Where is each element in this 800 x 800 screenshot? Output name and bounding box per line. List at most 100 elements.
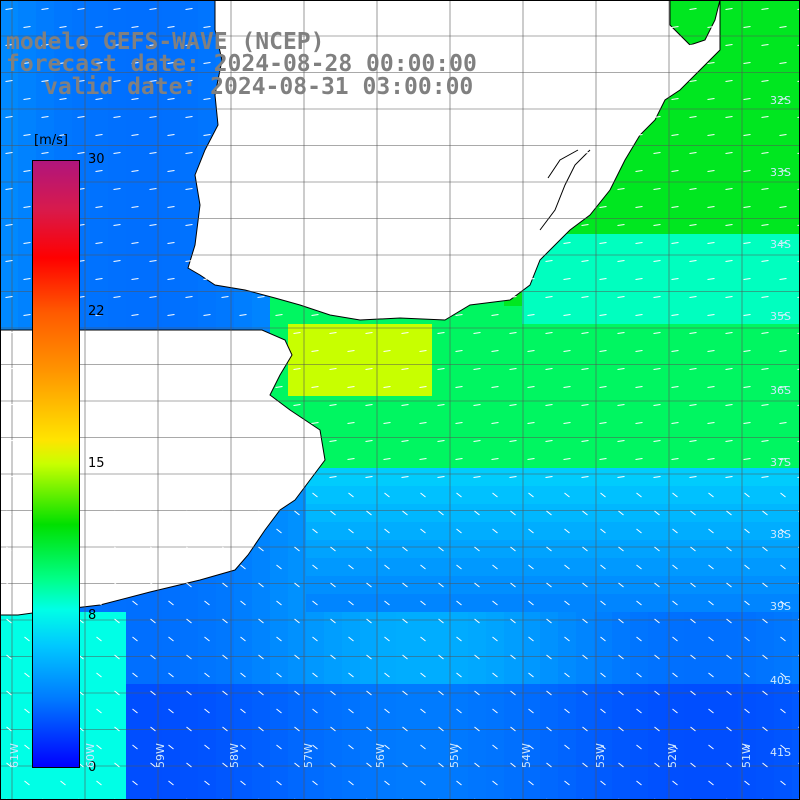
wind-speed-cell bbox=[180, 162, 198, 180]
wind-arrow bbox=[330, 510, 336, 516]
wind-speed-cell bbox=[594, 288, 612, 306]
wind-arrow bbox=[689, 8, 697, 10]
wind-speed-cell bbox=[18, 0, 36, 18]
wind-arrow bbox=[761, 116, 769, 118]
wind-arrow bbox=[636, 564, 642, 570]
wind-arrow bbox=[132, 744, 138, 750]
wind-arrow bbox=[276, 780, 282, 786]
wind-arrow bbox=[132, 528, 138, 534]
wind-speed-cell bbox=[504, 342, 522, 360]
wind-arrow bbox=[438, 510, 444, 516]
wind-arrow bbox=[689, 188, 697, 190]
wind-arrow bbox=[185, 224, 193, 226]
wind-speed-cell bbox=[684, 594, 702, 612]
wind-speed-cell bbox=[792, 720, 800, 738]
wind-arrow bbox=[636, 528, 642, 534]
wind-speed-cell bbox=[684, 738, 702, 756]
wind-speed-cell bbox=[288, 342, 306, 360]
wind-speed-cell bbox=[342, 396, 360, 414]
wind-arrow bbox=[456, 564, 462, 570]
wind-speed-cell bbox=[324, 450, 342, 468]
wind-speed-cell bbox=[774, 576, 792, 594]
wind-arrow bbox=[635, 278, 643, 280]
wind-speed-cell bbox=[684, 306, 702, 324]
wind-arrow bbox=[131, 134, 139, 136]
colorbar-tick-30: 30 bbox=[88, 152, 105, 167]
wind-arrow bbox=[456, 780, 462, 786]
wind-speed-cell bbox=[774, 756, 792, 774]
wind-speed-cell bbox=[360, 342, 378, 360]
wind-arrow bbox=[186, 690, 192, 696]
wind-arrow bbox=[221, 476, 229, 478]
wind-speed-cell bbox=[198, 792, 216, 800]
wind-arrow bbox=[473, 116, 481, 118]
wind-arrow bbox=[797, 44, 800, 46]
wind-speed-cell bbox=[720, 414, 738, 432]
wind-speed-cell bbox=[666, 144, 684, 162]
wind-arrow bbox=[492, 672, 498, 678]
wind-arrow bbox=[59, 62, 67, 64]
wind-arrow bbox=[131, 242, 139, 244]
wind-speed-cell bbox=[450, 432, 468, 450]
wind-speed-cell bbox=[288, 594, 306, 612]
wind-speed-cell bbox=[558, 576, 576, 594]
wind-arrow bbox=[618, 690, 624, 696]
wind-arrow bbox=[563, 422, 571, 424]
wind-arrow bbox=[437, 8, 445, 10]
wind-speed-cell bbox=[342, 612, 360, 630]
wind-arrow bbox=[95, 278, 103, 280]
wind-speed-cell bbox=[540, 558, 558, 576]
wind-speed-cell bbox=[738, 468, 756, 486]
wind-speed-cell bbox=[720, 54, 738, 72]
wind-speed-cell bbox=[144, 270, 162, 288]
wind-arrow bbox=[563, 98, 571, 100]
wind-speed-cell bbox=[486, 324, 504, 342]
wind-speed-cell bbox=[90, 756, 108, 774]
wind-speed-cell bbox=[270, 612, 288, 630]
wind-speed-cell bbox=[648, 450, 666, 468]
wind-arrow bbox=[510, 510, 516, 516]
wind-speed-cell bbox=[36, 54, 54, 72]
wind-speed-cell bbox=[108, 198, 126, 216]
wind-arrow bbox=[113, 296, 121, 298]
wind-arrow bbox=[707, 62, 715, 64]
wind-arrow bbox=[564, 780, 570, 786]
wind-arrow bbox=[527, 386, 535, 388]
wind-speed-cell bbox=[630, 288, 648, 306]
wind-arrow bbox=[329, 152, 337, 154]
wind-speed-cell bbox=[252, 630, 270, 648]
wind-arrow bbox=[77, 80, 85, 82]
wind-speed-cell bbox=[792, 198, 800, 216]
wind-speed-cell bbox=[666, 108, 684, 126]
wind-arrow bbox=[564, 636, 570, 642]
wind-speed-cell bbox=[342, 576, 360, 594]
wind-arrow bbox=[132, 564, 138, 570]
wind-arrow bbox=[581, 296, 589, 298]
wind-arrow bbox=[203, 170, 211, 172]
wind-arrow bbox=[240, 672, 246, 678]
wind-arrow bbox=[780, 600, 786, 606]
wind-arrow bbox=[744, 636, 750, 642]
wind-arrow bbox=[708, 528, 714, 534]
lon-label: 52W bbox=[666, 743, 679, 768]
wind-speed-cell bbox=[396, 792, 414, 800]
wind-arrow bbox=[780, 744, 786, 750]
wind-arrow bbox=[708, 708, 714, 714]
wind-arrow bbox=[329, 296, 337, 298]
wind-arrow bbox=[383, 206, 391, 208]
wind-speed-cell bbox=[108, 630, 126, 648]
wind-speed-cell bbox=[702, 360, 720, 378]
wind-speed-cell bbox=[18, 72, 36, 90]
wind-speed-cell bbox=[594, 576, 612, 594]
wind-arrow bbox=[203, 458, 211, 460]
wind-speed-cell bbox=[684, 450, 702, 468]
wind-arrow bbox=[23, 98, 31, 100]
wind-arrow bbox=[725, 296, 733, 298]
lat-label: 32S bbox=[770, 94, 791, 107]
wind-speed-cell bbox=[666, 576, 684, 594]
wind-arrow bbox=[113, 116, 121, 118]
wind-arrow bbox=[383, 314, 391, 316]
wind-speed-cell bbox=[90, 216, 108, 234]
wind-speed-cell bbox=[108, 306, 126, 324]
wind-speed-cell bbox=[504, 414, 522, 432]
